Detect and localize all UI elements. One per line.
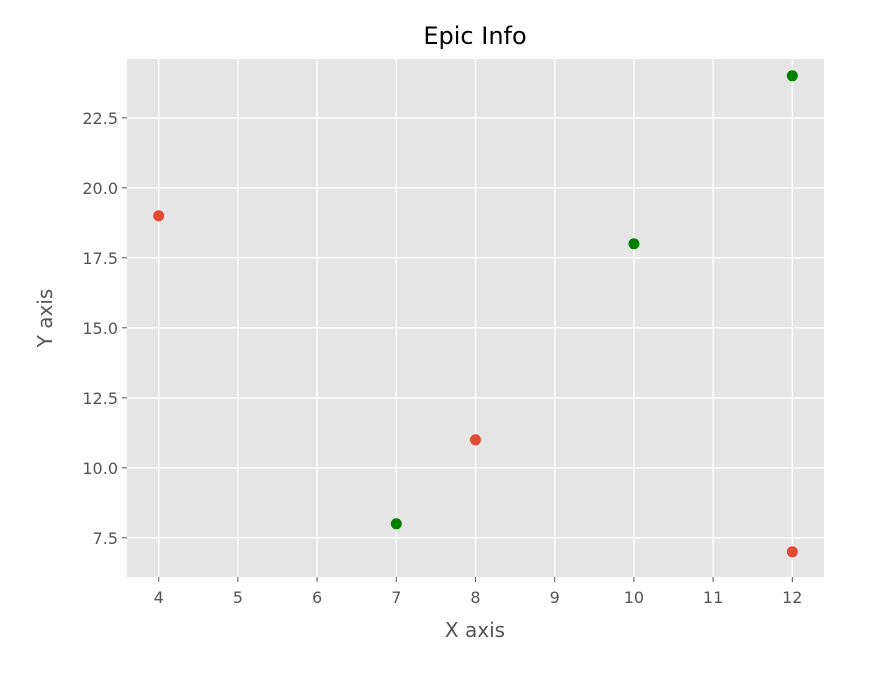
y-tick-label: 10.0: [82, 459, 118, 478]
x-tick-label: 10: [624, 588, 644, 607]
chart-title: Epic Info: [423, 22, 526, 50]
x-tick-label: 7: [391, 588, 401, 607]
x-tick-label: 9: [550, 588, 560, 607]
y-tick-label: 15.0: [82, 319, 118, 338]
x-tick-label: 6: [312, 588, 322, 607]
data-point: [390, 518, 402, 530]
data-point: [786, 70, 798, 82]
y-tick-label: 20.0: [82, 179, 118, 198]
data-point: [628, 238, 640, 250]
grid-lines: [127, 59, 824, 577]
y-tick-label: 22.5: [82, 109, 118, 128]
x-tick-label: 4: [154, 588, 164, 607]
data-point: [786, 546, 798, 558]
y-tick-label: 12.5: [82, 389, 118, 408]
data-point: [470, 434, 481, 446]
y-tick-label: 7.5: [93, 529, 118, 548]
x-tick-label: 11: [703, 588, 723, 607]
x-tick-label: 8: [470, 588, 480, 607]
x-tick-label: 12: [782, 588, 802, 607]
x-tick-label: 5: [233, 588, 243, 607]
data-point: [153, 210, 165, 222]
y-tick-label: 17.5: [82, 249, 118, 268]
x-axis-label: X axis: [445, 618, 505, 642]
x-axis-ticks: 4 5 6 7 8 9 10 11 12: [154, 577, 802, 607]
y-axis-ticks: 7.5 10.0 12.5 15.0 17.5 20.0 22.5: [82, 109, 127, 548]
y-axis-label: Y axis: [33, 289, 57, 349]
data-points: [153, 70, 798, 558]
